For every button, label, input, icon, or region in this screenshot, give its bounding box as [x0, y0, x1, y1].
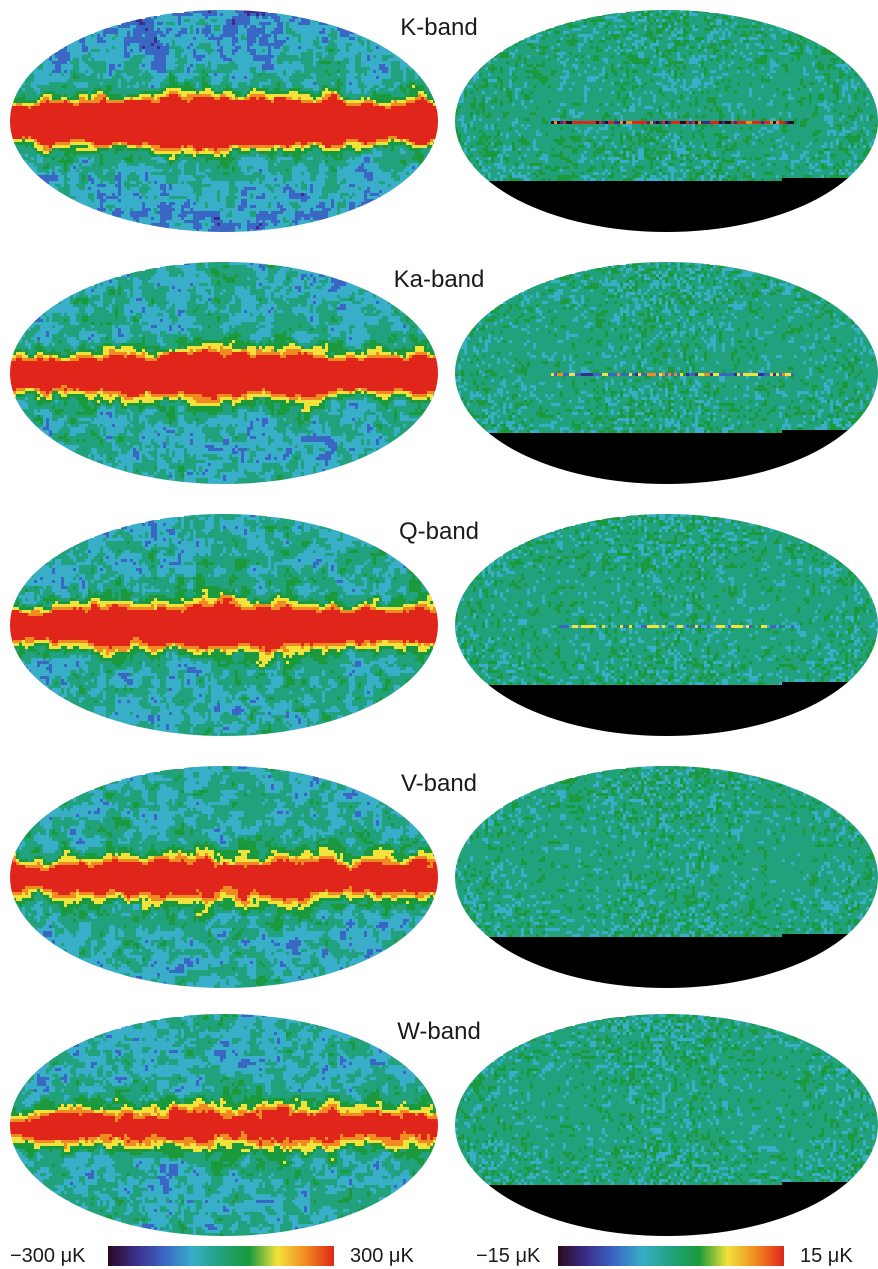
colorbar-left: [108, 1246, 334, 1266]
w-band-residual-map: [455, 1014, 878, 1236]
colorbar-right: [558, 1246, 784, 1266]
ka-band-temperature-map: [10, 262, 438, 484]
w-band-temperature-map: [10, 1014, 438, 1236]
q-band-temperature-map: [10, 514, 438, 736]
k-band-residual-map: [455, 10, 878, 232]
k-band-temperature-map: [10, 10, 438, 232]
v-band-residual-map: [455, 766, 878, 988]
colorbar-right-min-label: −15 μK: [476, 1244, 540, 1268]
q-band-residual-map: [455, 514, 878, 736]
colorbar-right-max-label: 15 μK: [800, 1244, 853, 1268]
colorbar-left-min-label: −300 μK: [10, 1244, 85, 1268]
v-band-temperature-map: [10, 766, 438, 988]
ka-band-residual-map: [455, 262, 878, 484]
colorbar-left-max-label: 300 μK: [350, 1244, 414, 1268]
